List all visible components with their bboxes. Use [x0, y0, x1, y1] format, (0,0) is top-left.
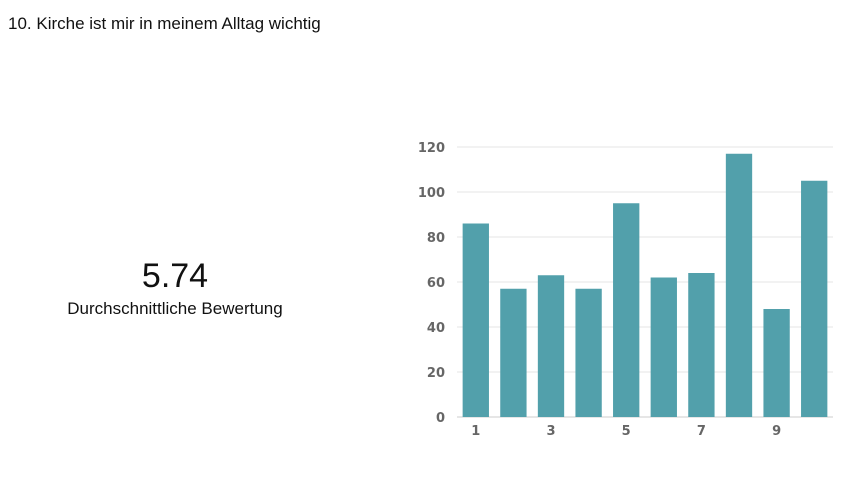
- bar-10[interactable]: [801, 180, 828, 417]
- bar-4[interactable]: [575, 288, 602, 417]
- y-tick-label: 20: [427, 366, 445, 381]
- y-tick-label: 80: [427, 231, 445, 246]
- bar-5[interactable]: [613, 203, 640, 417]
- x-tick-label: 5: [622, 424, 631, 439]
- y-tick-label: 60: [427, 276, 445, 291]
- bars: [462, 153, 828, 418]
- y-tick-label: 40: [427, 321, 445, 336]
- bar-3[interactable]: [537, 275, 565, 417]
- average-rating-label: Durchschnittliche Bewertung: [67, 299, 283, 318]
- x-tick-label: 7: [697, 424, 706, 439]
- bar-2[interactable]: [500, 288, 527, 417]
- y-tick-label: 0: [436, 411, 445, 426]
- x-tick-label: 1: [471, 424, 480, 439]
- x-tick-label: 3: [546, 424, 555, 439]
- bar-1[interactable]: [462, 223, 489, 418]
- y-axis-ticks: 0 20 40 60 80 100 120: [418, 141, 445, 426]
- rating-summary: 5.74 Durchschnittliche Bewertung: [20, 255, 330, 319]
- x-axis-ticks: 1 3 5 7 9: [471, 424, 781, 439]
- bar-7[interactable]: [688, 273, 715, 417]
- rating-bar-chart: 0 20 40 60 80 100 120 1 3 5 7 9: [418, 141, 833, 439]
- bar-6[interactable]: [650, 277, 677, 418]
- average-rating-value: 5.74: [141, 257, 209, 295]
- y-tick-label: 100: [418, 186, 445, 201]
- bar-9[interactable]: [763, 309, 790, 417]
- y-tick-label: 120: [418, 141, 445, 156]
- x-tick-label: 9: [772, 424, 781, 439]
- bar-8[interactable]: [725, 153, 753, 417]
- question-title: 10. Kirche ist mir in meinem Alltag wich…: [8, 14, 321, 33]
